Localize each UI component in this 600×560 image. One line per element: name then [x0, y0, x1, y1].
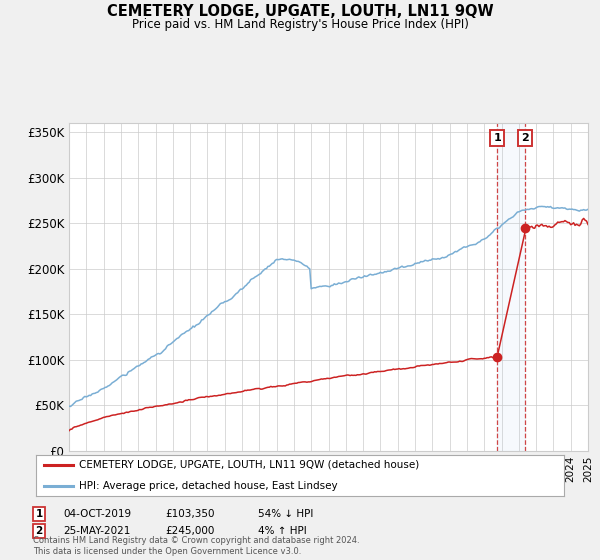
Text: 54% ↓ HPI: 54% ↓ HPI	[258, 509, 313, 519]
Text: Contains HM Land Registry data © Crown copyright and database right 2024.
This d: Contains HM Land Registry data © Crown c…	[33, 536, 359, 556]
Text: 1: 1	[35, 509, 43, 519]
Text: Price paid vs. HM Land Registry's House Price Index (HPI): Price paid vs. HM Land Registry's House …	[131, 18, 469, 31]
Text: CEMETERY LODGE, UPGATE, LOUTH, LN11 9QW (detached house): CEMETERY LODGE, UPGATE, LOUTH, LN11 9QW …	[79, 460, 419, 469]
Text: 4% ↑ HPI: 4% ↑ HPI	[258, 526, 307, 536]
Text: 1: 1	[493, 133, 501, 143]
Text: 2: 2	[521, 133, 529, 143]
Text: £103,350: £103,350	[165, 509, 215, 519]
Bar	[497, 123, 526, 451]
Text: CEMETERY LODGE, UPGATE, LOUTH, LN11 9QW: CEMETERY LODGE, UPGATE, LOUTH, LN11 9QW	[107, 4, 493, 20]
Text: HPI: Average price, detached house, East Lindsey: HPI: Average price, detached house, East…	[79, 480, 338, 491]
Text: 04-OCT-2019: 04-OCT-2019	[63, 509, 131, 519]
Text: 25-MAY-2021: 25-MAY-2021	[63, 526, 130, 536]
Text: £245,000: £245,000	[165, 526, 214, 536]
Text: 2: 2	[35, 526, 43, 536]
